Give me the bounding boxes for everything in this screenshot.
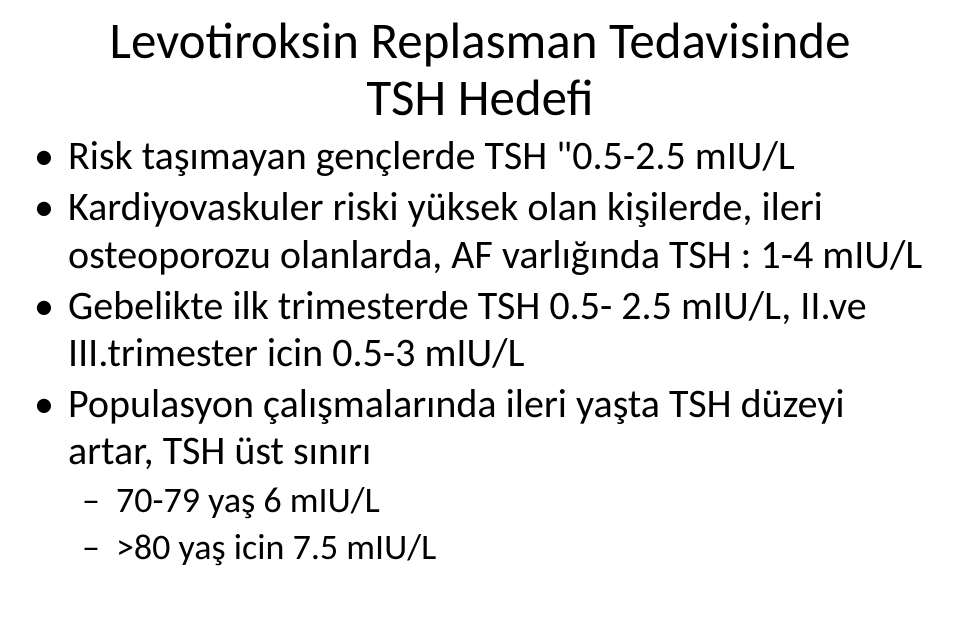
slide: Levotiroksin Replasman Tedavisinde TSH H… xyxy=(0,0,960,638)
slide-title: Levotiroksin Replasman Tedavisinde TSH H… xyxy=(26,12,934,126)
bullet-text: Risk taşımayan gençlerde TSH "0.5-2.5 mI… xyxy=(68,131,795,180)
bullet-text: Kardiyovaskuler riski yüksek olan kişile… xyxy=(68,182,922,278)
sub-bullet-item: >80 yaş icin 7.5 mIU/L xyxy=(68,526,934,569)
bullet-item: Risk taşımayan gençlerde TSH "0.5-2.5 mI… xyxy=(26,132,934,179)
sub-bullet-text: 70-79 yaş 6 mIU/L xyxy=(116,478,380,522)
sub-bullet-text: >80 yaş icin 7.5 mIU/L xyxy=(116,525,436,569)
title-line-1: Levotiroksin Replasman Tedavisinde xyxy=(110,9,851,72)
sub-bullet-item: 70-79 yaş 6 mIU/L xyxy=(68,479,934,522)
bullet-text: Gebelikte ilk trimesterde TSH 0.5- 2.5 m… xyxy=(68,281,867,377)
bullet-list: Risk taşımayan gençlerde TSH "0.5-2.5 mI… xyxy=(26,132,934,569)
bullet-text: Populasyon çalışmalarında ileri yaşta TS… xyxy=(68,379,845,475)
bullet-item: Gebelikte ilk trimesterde TSH 0.5- 2.5 m… xyxy=(26,282,934,376)
bullet-item: Kardiyovaskuler riski yüksek olan kişile… xyxy=(26,183,934,277)
bullet-item: Populasyon çalışmalarında ileri yaşta TS… xyxy=(26,380,934,569)
title-line-2: TSH Hedefi xyxy=(366,66,593,129)
sub-bullet-list: 70-79 yaş 6 mIU/L >80 yaş icin 7.5 mIU/L xyxy=(68,479,934,569)
